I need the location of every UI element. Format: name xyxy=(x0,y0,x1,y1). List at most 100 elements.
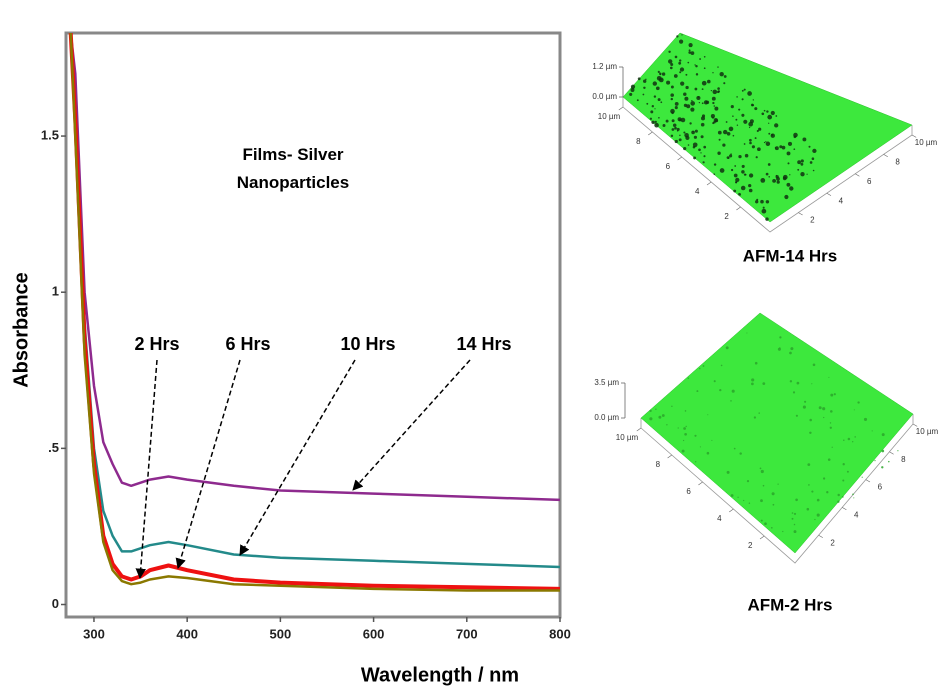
afm-speck xyxy=(674,139,678,144)
afm-speck xyxy=(691,100,693,102)
x-tick-label: 300 xyxy=(83,626,105,641)
afm-speck xyxy=(765,141,767,143)
afm-speck xyxy=(744,153,749,158)
afm-speck xyxy=(703,55,706,58)
afm-tick xyxy=(729,508,734,513)
afm-speck xyxy=(746,332,748,334)
afm-right-label: 4 xyxy=(839,196,844,205)
afm-speck xyxy=(811,490,814,493)
afm-speck xyxy=(761,112,765,116)
afm-speck xyxy=(679,71,682,74)
afm-tick xyxy=(698,481,703,486)
y-tick-label: 0 xyxy=(52,596,59,611)
afm-speck xyxy=(806,507,810,511)
afm-left-label: 8 xyxy=(636,137,641,146)
afm-speck xyxy=(660,101,663,104)
afm-speck xyxy=(725,121,728,123)
afm-speck xyxy=(670,134,674,138)
afm-speck xyxy=(874,460,876,462)
afm-speck xyxy=(779,145,783,149)
afm-speck xyxy=(719,168,725,173)
afm-speck xyxy=(646,102,649,105)
afm-speck xyxy=(681,34,683,36)
afm-speck xyxy=(822,407,826,411)
afm-tick xyxy=(648,131,653,136)
afm-speck xyxy=(657,70,660,74)
afm-speck xyxy=(698,101,701,104)
afm-speck xyxy=(741,89,744,92)
afm-speck xyxy=(739,452,742,455)
afm-speck xyxy=(655,86,660,91)
afm-tick xyxy=(842,507,847,511)
afm-speck xyxy=(697,96,700,98)
x-tick-label: 600 xyxy=(363,626,385,641)
afm-speck xyxy=(643,79,647,83)
afm-speck xyxy=(654,108,656,110)
afm-speck xyxy=(792,391,796,394)
afm-speck xyxy=(695,64,698,68)
afm-speck xyxy=(755,200,759,204)
afm-speck xyxy=(791,512,794,514)
afm-speck xyxy=(679,134,681,137)
afm-z-label: 0.0 µm xyxy=(594,413,619,422)
afm-speck xyxy=(772,178,777,183)
afm-speck xyxy=(741,113,745,117)
afm-speck xyxy=(690,101,696,106)
afm-speck xyxy=(732,134,735,137)
afm-caption: AFM-2 Hrs xyxy=(747,595,832,614)
afm-speck xyxy=(781,145,786,150)
afm-speck xyxy=(829,426,832,429)
afm-speck xyxy=(688,51,692,54)
arrow xyxy=(135,359,158,580)
afm-speck xyxy=(770,133,775,138)
afm-speck xyxy=(791,517,794,520)
afm-speck xyxy=(790,347,794,351)
afm-speck xyxy=(822,477,826,480)
afm-speck xyxy=(827,458,831,461)
afm-speck xyxy=(738,154,742,159)
afm-speck xyxy=(784,194,789,200)
afm-speck xyxy=(735,177,740,183)
afm-speck xyxy=(816,498,820,502)
afm-speck xyxy=(751,145,755,149)
afm-speck xyxy=(779,336,782,339)
afm-speck xyxy=(712,72,714,74)
afm-speck xyxy=(677,427,679,429)
afm-speck xyxy=(778,347,781,349)
afm-speck xyxy=(674,55,678,59)
afm-tick xyxy=(706,181,712,186)
afm-speck xyxy=(881,433,885,437)
afm-speck xyxy=(871,430,873,432)
afm-speck xyxy=(649,117,653,120)
afm-speck xyxy=(654,120,657,123)
afm-speck xyxy=(762,206,765,209)
afm-speck xyxy=(881,449,885,453)
afm-speck xyxy=(837,493,840,497)
afm-speck xyxy=(802,405,806,409)
afm-speck xyxy=(818,406,822,410)
y-tick-label: 1 xyxy=(52,284,59,299)
afm-speck xyxy=(670,85,674,89)
afm-speck xyxy=(719,72,724,77)
afm-speck xyxy=(683,103,688,108)
afm-speck xyxy=(719,388,722,392)
afm-speck xyxy=(765,200,770,204)
afm-speck xyxy=(812,363,816,367)
afm-speck xyxy=(726,131,731,136)
afm-speck xyxy=(809,418,812,422)
afm-tick xyxy=(618,106,624,111)
afm-speck xyxy=(674,106,678,110)
afm-speck xyxy=(830,393,834,397)
afm-speck xyxy=(676,35,679,38)
afm-speck xyxy=(695,73,699,76)
afm-speck xyxy=(747,91,752,96)
afm-speck xyxy=(707,414,709,416)
afm-speck xyxy=(740,185,746,191)
afm-speck xyxy=(637,77,641,81)
afm-speck xyxy=(812,169,815,172)
afm-speck xyxy=(702,161,705,164)
afm-speck xyxy=(717,87,720,90)
afm-speck xyxy=(777,483,779,485)
afm-speck xyxy=(760,469,764,474)
afm-speck xyxy=(732,115,734,117)
